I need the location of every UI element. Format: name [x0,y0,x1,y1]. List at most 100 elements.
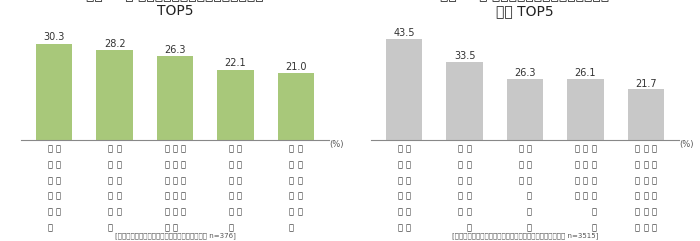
Text: 実: 実 [56,145,61,154]
Text: て: て [652,207,657,216]
Text: い: い [116,207,121,216]
Text: る: る [237,207,242,216]
Text: し: し [229,207,234,216]
Text: 26.1: 26.1 [575,68,596,78]
Text: な: な [643,207,648,216]
Bar [157,56,193,140]
Text: 良: 良 [466,145,471,154]
Text: 21.0: 21.0 [285,62,307,72]
Text: そ: そ [466,207,471,216]
Text: ロ: ロ [48,160,52,169]
Text: な: な [466,176,471,185]
Text: が: が [526,192,532,201]
Text: い: い [406,223,411,232]
Text: く: く [406,192,411,201]
Text: 暮: 暮 [116,145,121,154]
Text: 身: 身 [108,160,113,169]
Text: し: し [56,176,61,185]
Text: し: し [652,223,657,232]
Text: や: や [164,223,169,232]
Text: で: で [108,223,113,232]
Text: に: に [518,176,524,185]
Text: い: い [575,160,580,169]
Bar [447,62,483,140]
Text: ラ: ラ [48,192,52,201]
Text: 所: 所 [518,160,524,169]
Text: 趣: 趣 [229,145,234,154]
Text: イ: イ [48,207,52,216]
Text: 践: 践 [56,160,61,169]
Text: が: が [635,223,640,232]
Text: な: な [406,207,411,216]
Bar [386,39,422,140]
Text: 美: 美 [164,145,169,154]
Text: 場: 場 [298,145,302,154]
Text: し: し [116,176,121,185]
Text: ス: ス [48,145,52,154]
Text: え: え [406,160,411,169]
Text: く: く [652,160,657,169]
Text: く: く [592,160,596,169]
Text: し: し [289,176,294,185]
Text: 郷: 郷 [108,207,113,216]
Text: 暮: 暮 [289,145,294,154]
Text: あ: あ [237,192,242,201]
Text: な: な [652,176,657,185]
Text: 21.7: 21.7 [635,79,657,88]
Text: な: な [526,207,532,216]
Text: た: た [406,176,411,185]
Text: 場: 場 [237,145,242,154]
Text: 22.1: 22.1 [225,58,246,68]
Text: 所: 所 [298,160,302,169]
Text: の: の [108,176,113,185]
Text: み: み [229,223,234,232]
Text: 活: 活 [398,192,402,201]
Bar [36,44,72,140]
Text: 今: 今 [398,145,402,154]
Text: ら: ら [181,160,186,169]
Text: [地方移住・二拠点居住を検討している人ベース n=376]: [地方移住・二拠点居住を検討している人ベース n=376] [115,232,235,239]
Text: て: て [289,192,294,201]
Text: 買: 買 [575,145,580,154]
Text: 水: 水 [164,207,169,216]
Text: の: の [458,176,463,185]
Text: 故: 故 [108,192,113,201]
Text: を: を [229,176,234,185]
Text: 族: 族 [635,160,640,169]
Text: 場: 場 [518,145,524,154]
Text: 26.3: 26.3 [514,68,536,78]
Text: い: い [164,192,169,201]
Text: の: の [575,192,580,201]
Text: が: が [298,176,302,185]
Text: 物: 物 [172,176,178,185]
Text: い: い [643,192,648,201]
Text: の: の [398,160,402,169]
Text: 変: 変 [406,145,411,154]
Text: 人: 人 [635,207,640,216]
Text: 物: 物 [575,176,580,185]
Text: が: が [458,207,463,216]
Text: み: み [289,207,294,216]
Text: に: に [643,176,648,185]
Text: 友: 友 [635,192,640,201]
Text: 良: 良 [592,145,596,154]
Text: 生: 生 [398,176,402,185]
Text: 空: 空 [172,207,178,216]
Text: 味: 味 [164,160,169,169]
Text: 親: 親 [526,145,532,154]
Text: い: い [643,223,648,232]
Text: し: し [164,176,169,185]
Bar [628,89,664,140]
Text: さ: さ [592,192,596,201]
Text: し: し [181,176,186,185]
Text: が: が [583,192,588,201]
Text: 環: 環 [398,207,402,216]
Text: た: た [289,223,294,232]
Text: い: い [56,207,61,216]
Text: 楽: 楽 [229,192,234,201]
Text: 26.3: 26.3 [164,45,186,55]
Text: が: が [237,176,242,185]
Text: う: う [592,223,596,232]
Title: ＜図2-1＞ 地方移住・二拠点居住の検討理由
TOP5: ＜図2-1＞ 地方移住・二拠点居住の検討理由 TOP5 [86,0,264,18]
Text: あ: あ [298,192,302,201]
